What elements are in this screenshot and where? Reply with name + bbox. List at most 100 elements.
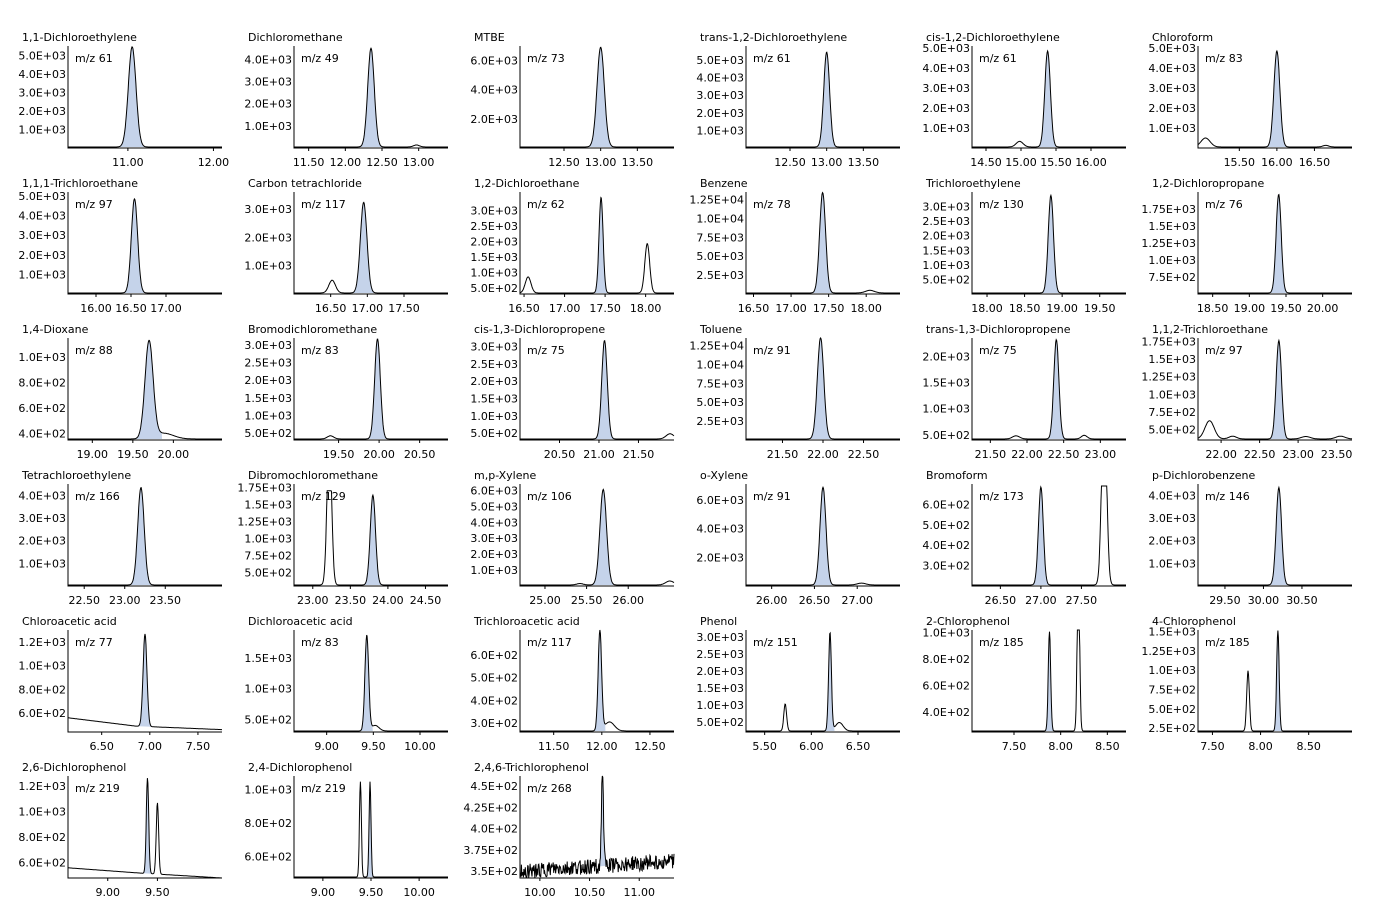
y-tick-label: 1.0E+03	[1148, 122, 1196, 135]
x-tick-label: 23.50	[1321, 448, 1353, 461]
chromatogram-plot: 1.75E+03 1.5E+03 1.25E+03 1.0E+03 7.5E+02 5.0…	[237, 481, 448, 607]
chromatogram-trace	[746, 51, 900, 148]
chromatogram-trace	[972, 193, 1126, 294]
x-tick-label: 15.50	[1224, 156, 1256, 169]
y-tick-label: 5.0E+03	[470, 500, 518, 513]
y-tick-label: 2.5E+03	[696, 415, 744, 428]
y-tick-label: 4.0E+03	[1148, 489, 1196, 502]
x-tick-label: 30.00	[1248, 594, 1280, 607]
y-tick-label: 1.0E+03	[18, 806, 66, 819]
x-tick-label: 26.50	[799, 594, 831, 607]
y-tick-label: 1.5E+03	[1148, 220, 1196, 233]
chromatogram-plot: 1.0E+03 8.0E+02 6.0E+02 9.00 9.50 10.00	[244, 776, 448, 899]
axes	[745, 630, 900, 733]
mz-label: m/z 166	[75, 490, 120, 503]
y-tick-label: 4.0E+02	[18, 428, 66, 441]
chromatogram-trace	[68, 633, 222, 731]
y-tick-label: 2.0E+03	[470, 375, 518, 388]
mz-label: m/z 83	[1205, 52, 1243, 65]
mz-label: m/z 106	[527, 490, 572, 503]
y-tick-label: 5.0E+02	[470, 427, 518, 440]
panel-title: Dibromochloromethane	[248, 469, 379, 482]
chromatogram-panel: 1,2-Dichloropropane m/z 76 1.75E+03 1.5E+03…	[1130, 146, 1356, 315]
peak-area	[130, 487, 152, 585]
axes	[67, 630, 222, 733]
x-tick-label: 8.00	[1048, 740, 1073, 753]
mz-label: m/z 219	[301, 782, 346, 795]
panel-title: MTBE	[474, 31, 505, 44]
x-tick-label: 22.50	[848, 448, 880, 461]
y-tick-label: 4.5E+02	[470, 780, 518, 793]
x-tick-label: 24.50	[410, 594, 442, 607]
y-tick-label: 8.0E+02	[18, 377, 66, 390]
chromatogram-panel: cis-1,3-Dichloropropene m/z 75 3.0E+03 2.5E…	[452, 292, 678, 461]
chromatogram-panel: Phenol m/z 151 3.0E+03 2.5E+03 2.0E+03 1.5E+0…	[678, 584, 904, 753]
axes	[971, 46, 1126, 149]
panel-title: 2,4-Dichlorophenol	[248, 761, 353, 774]
y-tick-label: 4.0E+02	[470, 694, 518, 707]
chromatogram-plot: 3.0E+032.5E+032.0E+031.5E+031.0E+035.0E+…	[470, 338, 675, 461]
y-tick-label: 1.0E+03	[244, 120, 292, 133]
y-tick-label: 1.0E+03	[18, 660, 66, 673]
chromatogram-panel: Trichloroethylene m/z 130 3.0E+03 2.5E+03 2.…	[904, 146, 1130, 315]
panel-title: Chloroform	[1152, 31, 1214, 44]
x-tick-label: 6.50	[846, 740, 871, 753]
x-tick-label: 11.50	[293, 156, 325, 169]
y-tick-label: 5.0E+02	[1148, 423, 1196, 436]
axes	[971, 484, 1126, 587]
x-tick-label: 19.00	[1234, 302, 1266, 315]
chromatogram-panel: Toluene m/z 91 1.25E+04 1.0E+04 7.5E+03 5.0E+…	[678, 292, 904, 461]
panel-title: Benzene	[700, 177, 748, 190]
peak-area	[592, 489, 614, 585]
y-tick-label: 2.0E+03	[18, 535, 66, 548]
y-tick-label: 6.0E+02	[922, 498, 970, 511]
peak-area	[813, 192, 833, 293]
x-tick-label: 20.50	[544, 448, 576, 461]
chromatogram-plot: 3.0E+032.5E+032.0E+031.5E+031.0E+035.0E+…	[922, 192, 1126, 315]
x-tick-label: 13.00	[403, 156, 435, 169]
mz-label: m/z 61	[979, 52, 1017, 65]
panel-title: trans-1,3-Dichloropropene	[926, 323, 1071, 336]
chromatogram-panel: trans-1,3-Dichloropropene m/z 75 2.0E+03 1.…	[904, 292, 1130, 461]
y-tick-label: 3.0E+03	[470, 532, 518, 545]
y-tick-label: 1.0E+03	[18, 351, 66, 364]
x-tick-label: 21.50	[975, 448, 1007, 461]
y-tick-label: 4.0E+03	[1148, 62, 1196, 75]
chromatogram-plot: 6.0E+03 4.0E+03 2.0E+03 12.50 13.00 13.50	[470, 46, 674, 169]
x-tick-label: 18.00	[850, 302, 882, 315]
x-tick-label: 9.50	[359, 886, 384, 899]
y-tick-label: 1.0E+03	[18, 268, 66, 281]
x-tick-label: 26.00	[756, 594, 788, 607]
chromatogram-panel: MTBE m/z 73 6.0E+03 4.0E+03 2.0E+03 12.50 13.0…	[452, 0, 678, 169]
x-tick-label: 21.00	[583, 448, 615, 461]
chromatogram-plot: 2.0E+03 1.5E+03 1.0E+03 5.0E+02 21.50 22.00 22…	[922, 338, 1126, 461]
chromatogram-plot: 1.0E+03 8.0E+02 6.0E+02 4.0E+02 19.00 19.50 20…	[18, 338, 222, 461]
x-tick-label: 17.50	[388, 302, 420, 315]
chromatogram-panel: m,p-Xylene m/z 106 6.0E+03 5.0E+03 4.0E+03 3.…	[452, 438, 678, 607]
chromatogram-trace	[519, 196, 674, 294]
x-tick-label: 13.50	[622, 156, 654, 169]
x-tick-label: 20.00	[158, 448, 190, 461]
x-tick-label: 22.50	[68, 594, 100, 607]
chromatogram-plot: 4.0E+03 3.0E+03 2.0E+03 1.0E+03 29.50 30.00 30…	[1148, 484, 1352, 607]
mz-label: m/z 151	[753, 636, 798, 649]
y-tick-label: 3.5E+02	[470, 865, 518, 878]
chromatogram-plot: 1.75E+03 1.5E+03 1.25E+03 1.0E+03 7.5E+02 5.0…	[1141, 336, 1353, 461]
x-tick-label: 27.50	[1066, 594, 1098, 607]
axes	[519, 46, 674, 149]
y-tick-label: 5.0E+02	[696, 716, 744, 729]
y-tick-label: 7.5E+02	[1148, 406, 1196, 419]
y-tick-label: 1.5E+03	[922, 244, 970, 257]
y-tick-label: 2.5E+03	[696, 648, 744, 661]
mz-label: m/z 130	[979, 198, 1024, 211]
x-tick-label: 22.50	[1048, 448, 1080, 461]
axes	[67, 46, 222, 149]
y-tick-label: 6.0E+03	[696, 494, 744, 507]
y-tick-label: 1.0E+03	[1148, 254, 1196, 267]
x-tick-label: 19.50	[1270, 302, 1302, 315]
y-tick-label: 5.0E+03	[18, 190, 66, 203]
chromatogram-plot: 3.0E+032.5E+032.0E+031.5E+031.0E+035.0E+…	[696, 630, 900, 753]
axes	[67, 338, 222, 441]
y-tick-label: 1.5E+03	[1148, 626, 1196, 639]
x-tick-label: 9.00	[95, 886, 120, 899]
